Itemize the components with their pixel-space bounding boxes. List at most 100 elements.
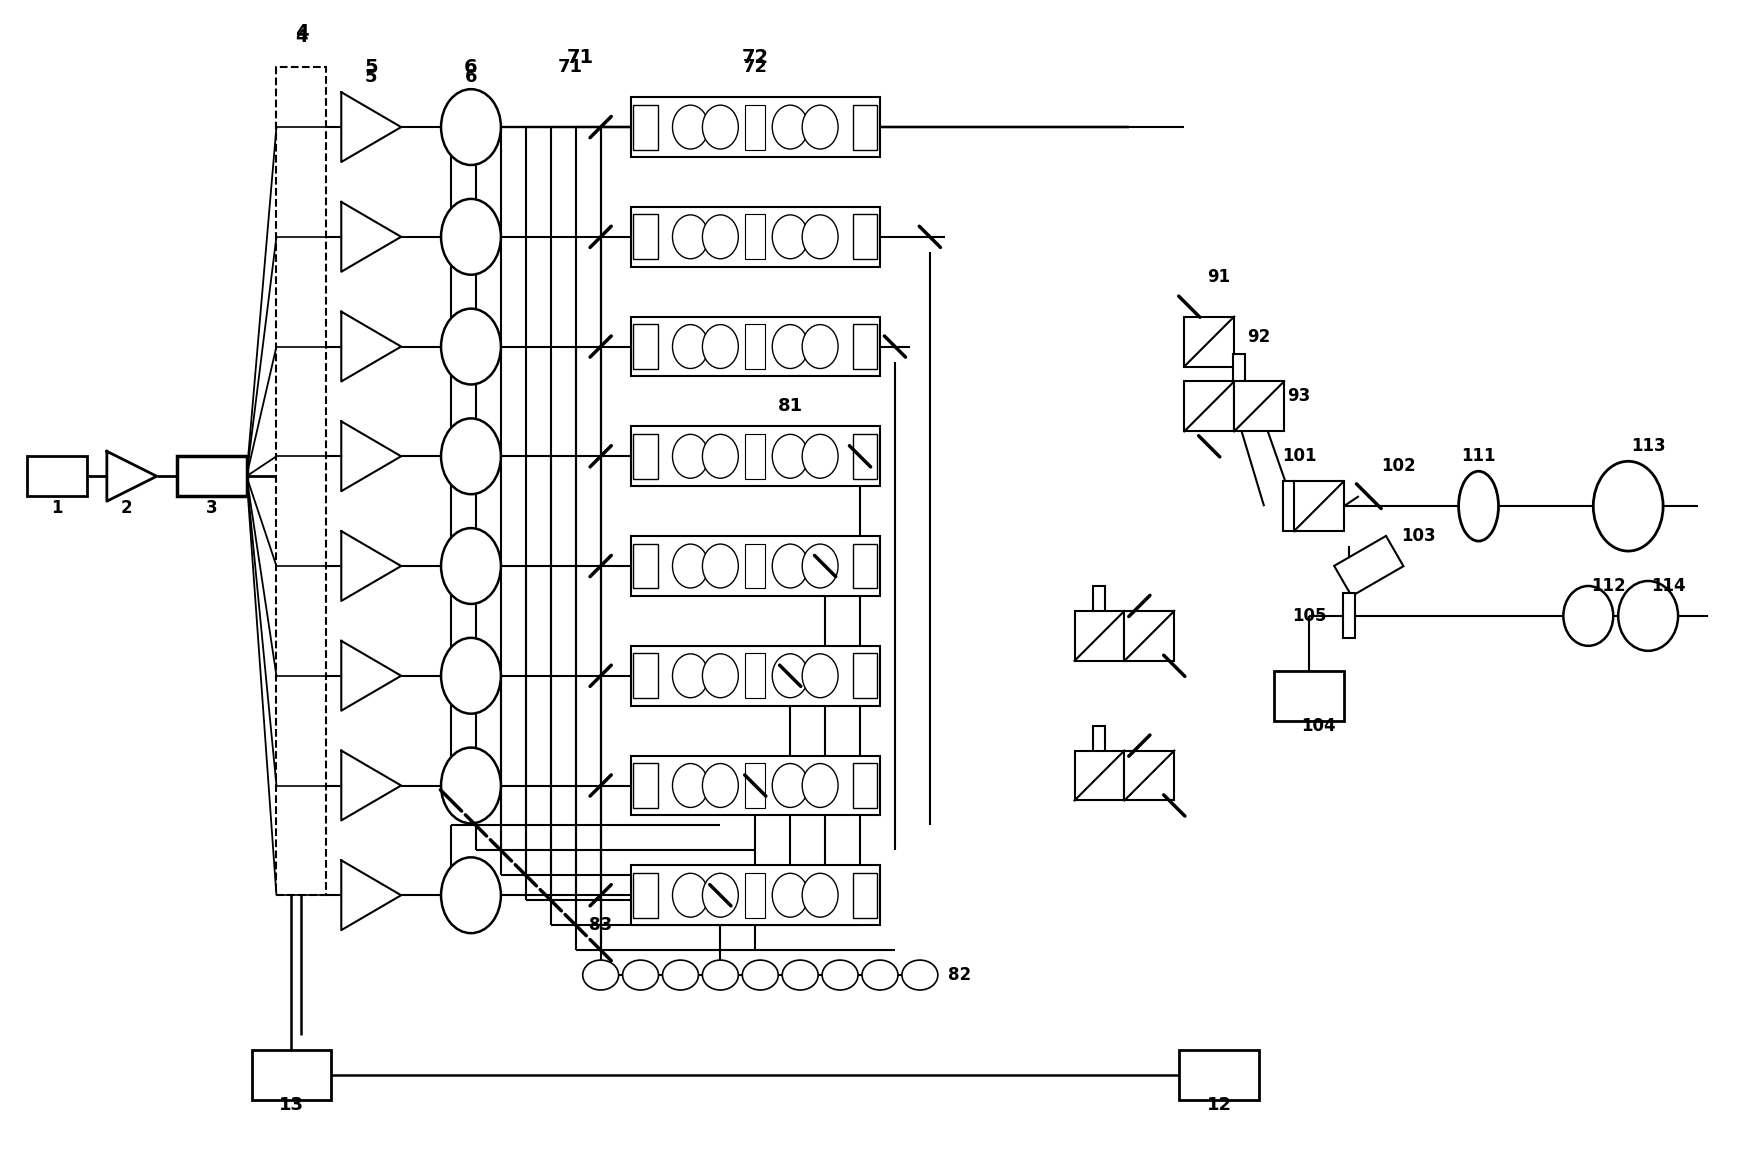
Ellipse shape (673, 873, 708, 917)
Bar (1295, 481, 1344, 531)
Ellipse shape (442, 858, 501, 933)
Ellipse shape (703, 325, 738, 369)
Text: 6: 6 (464, 58, 478, 76)
Ellipse shape (442, 748, 501, 823)
Ellipse shape (703, 961, 738, 990)
Bar (745, 324, 766, 369)
Bar (853, 653, 878, 698)
Ellipse shape (862, 961, 899, 990)
Ellipse shape (442, 309, 501, 385)
Bar (853, 763, 878, 808)
Ellipse shape (662, 961, 699, 990)
Ellipse shape (1593, 461, 1663, 551)
Bar (252, 1050, 331, 1099)
Bar (853, 543, 878, 588)
Ellipse shape (442, 638, 501, 713)
Ellipse shape (773, 544, 808, 588)
Ellipse shape (673, 105, 708, 149)
Text: 12: 12 (1207, 1096, 1232, 1113)
Ellipse shape (802, 105, 837, 149)
Text: 81: 81 (778, 398, 802, 415)
Bar (632, 324, 659, 369)
Text: 13: 13 (279, 1096, 303, 1113)
Text: 5: 5 (364, 58, 378, 76)
Bar (745, 873, 766, 918)
Ellipse shape (703, 215, 738, 259)
Text: 104: 104 (1302, 717, 1337, 735)
Ellipse shape (802, 325, 837, 369)
Polygon shape (342, 92, 401, 162)
Bar (631, 756, 880, 815)
Ellipse shape (442, 418, 501, 495)
Bar (632, 653, 659, 698)
Ellipse shape (673, 544, 708, 588)
Bar (631, 646, 880, 705)
Ellipse shape (583, 961, 618, 990)
Bar (1274, 670, 1344, 720)
Ellipse shape (673, 325, 708, 369)
Ellipse shape (802, 544, 837, 588)
Bar (631, 427, 880, 487)
Text: 5: 5 (364, 68, 377, 87)
Bar (632, 873, 659, 918)
Ellipse shape (673, 215, 708, 259)
Bar (745, 543, 766, 588)
Text: 111: 111 (1461, 447, 1496, 466)
Text: 93: 93 (1288, 387, 1310, 406)
Ellipse shape (802, 215, 837, 259)
Bar (1282, 481, 1295, 531)
Bar (632, 214, 659, 259)
Text: 114: 114 (1650, 577, 1685, 595)
Ellipse shape (1563, 586, 1614, 646)
Ellipse shape (781, 961, 818, 990)
Text: 92: 92 (1247, 327, 1270, 346)
Text: 82: 82 (948, 966, 971, 984)
Bar (632, 543, 659, 588)
Text: 1: 1 (51, 499, 63, 517)
Ellipse shape (703, 873, 738, 917)
Ellipse shape (622, 961, 659, 990)
Bar (1125, 750, 1174, 800)
Polygon shape (342, 860, 401, 931)
Ellipse shape (773, 873, 808, 917)
Ellipse shape (673, 764, 708, 807)
Ellipse shape (802, 764, 837, 807)
Ellipse shape (442, 528, 501, 603)
Bar (1342, 593, 1354, 638)
Bar (745, 763, 766, 808)
Ellipse shape (1619, 581, 1678, 651)
Ellipse shape (442, 89, 501, 165)
Ellipse shape (773, 105, 808, 149)
Ellipse shape (802, 873, 837, 917)
Text: 112: 112 (1591, 577, 1626, 595)
Polygon shape (1335, 536, 1403, 596)
Bar (1179, 1050, 1260, 1099)
Bar (631, 97, 880, 157)
Text: 101: 101 (1282, 447, 1316, 466)
Bar (745, 653, 766, 698)
Polygon shape (107, 451, 156, 502)
Bar (1125, 610, 1174, 661)
Ellipse shape (703, 105, 738, 149)
Bar (26, 457, 88, 496)
Bar (853, 105, 878, 149)
Bar (177, 457, 247, 496)
Polygon shape (342, 750, 401, 821)
Text: 2: 2 (121, 499, 133, 517)
Text: 6: 6 (464, 68, 477, 87)
Polygon shape (342, 531, 401, 601)
Ellipse shape (703, 654, 738, 698)
Bar (1074, 610, 1125, 661)
Text: 71: 71 (568, 47, 594, 67)
Ellipse shape (802, 435, 837, 479)
Text: 105: 105 (1291, 607, 1326, 625)
Ellipse shape (703, 544, 738, 588)
Text: 4: 4 (294, 28, 308, 46)
Bar (853, 873, 878, 918)
Text: 3: 3 (205, 499, 217, 517)
Bar (1093, 586, 1106, 636)
Bar (277, 67, 326, 895)
Bar (745, 434, 766, 479)
Ellipse shape (773, 215, 808, 259)
Polygon shape (342, 202, 401, 272)
